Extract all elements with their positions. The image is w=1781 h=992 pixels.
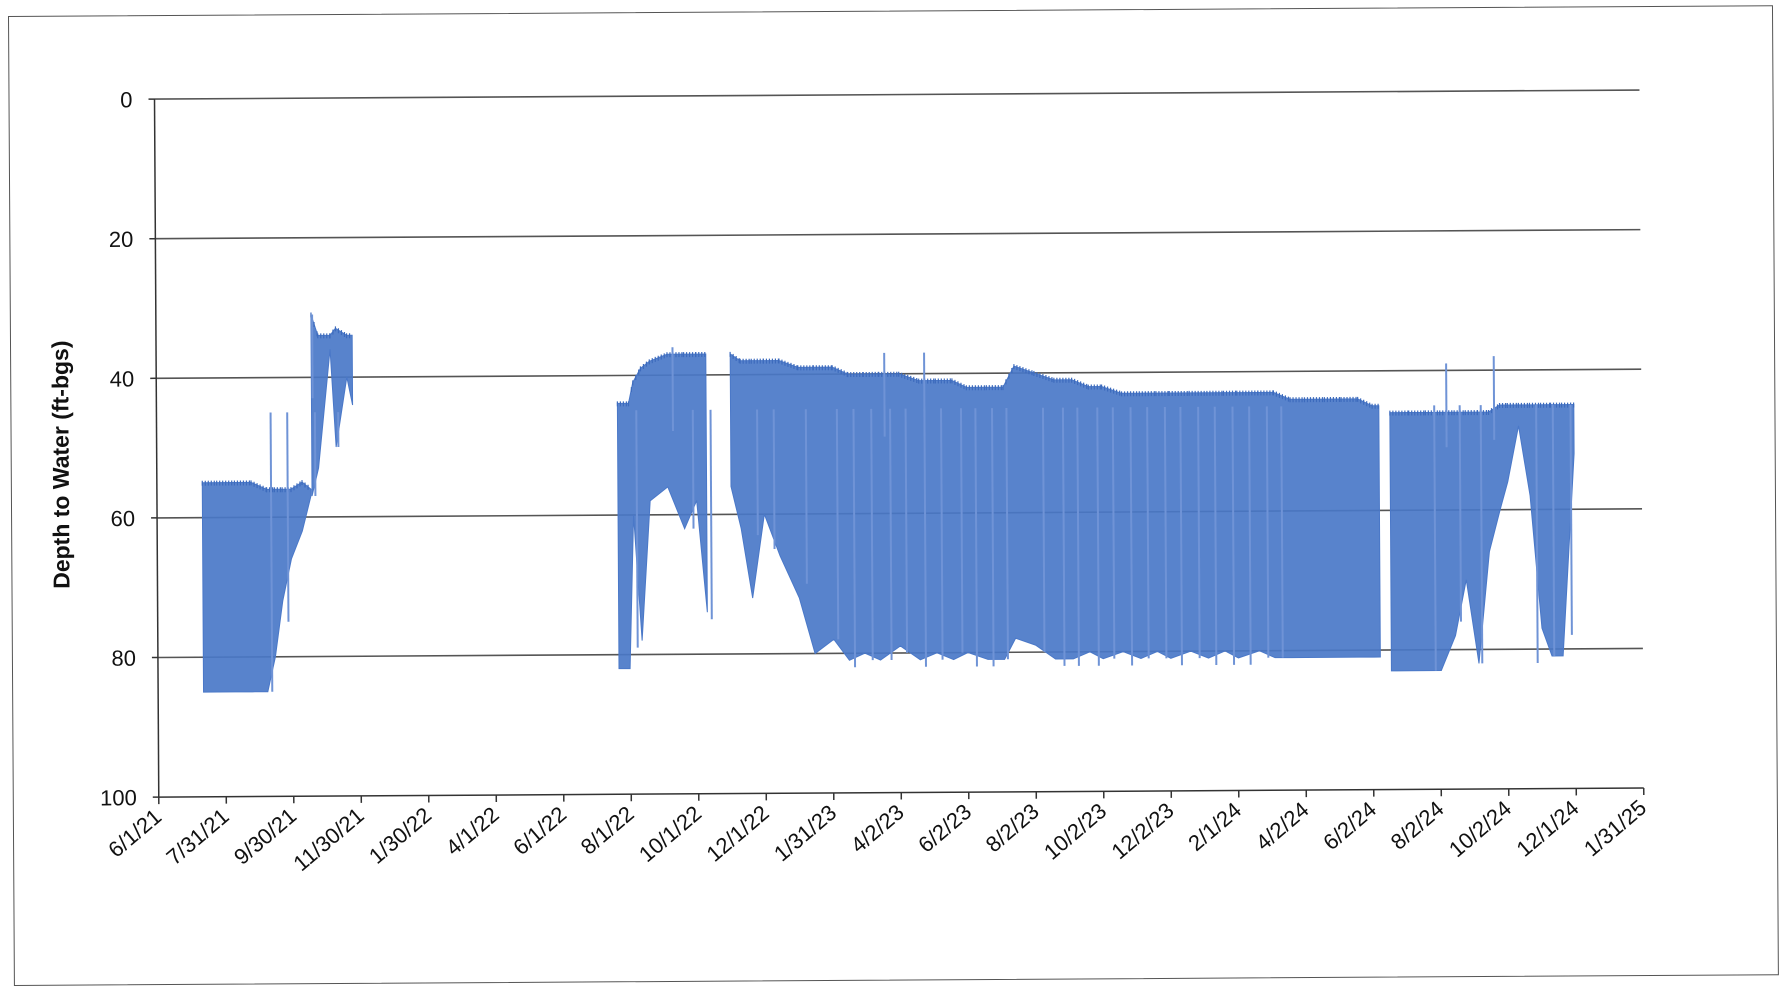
y-tick-label: 60	[111, 506, 136, 531]
x-tick-label: 10/2/23	[1039, 798, 1111, 865]
y-axis-label: Depth to Water (ft-bgs)	[47, 340, 75, 588]
drawdown-spike	[1248, 406, 1252, 665]
x-tick-label: 4/2/23	[846, 799, 909, 858]
recovery-spike	[883, 352, 886, 437]
data-band-2	[310, 314, 354, 497]
drawdown-spike	[1076, 407, 1080, 666]
x-tick-label: 2/1/24	[1183, 797, 1246, 856]
x-tick-label: 6/1/22	[508, 801, 571, 860]
recovery-spike	[311, 314, 314, 399]
data-band-4	[729, 352, 1381, 661]
y-tick-label: 80	[111, 646, 136, 671]
drawdown-spike	[691, 409, 695, 529]
drawdown-spike	[1163, 407, 1168, 659]
drawdown-spike	[1197, 406, 1201, 659]
drawdown-spike	[1551, 404, 1556, 656]
drawdown-spike	[1433, 405, 1437, 671]
x-tick-label: 11/30/21	[288, 803, 368, 876]
recovery-spike	[1492, 356, 1496, 440]
drawdown-spike	[1569, 404, 1573, 635]
drawdown-spike	[991, 408, 995, 667]
drawdown-spike	[756, 409, 759, 536]
x-tick-label: 1/30/22	[364, 802, 436, 869]
drawdown-spike	[1535, 404, 1539, 664]
drawdown-spike	[1213, 406, 1218, 665]
drawdown-spike	[269, 412, 274, 692]
recovery-spike	[1445, 363, 1448, 448]
y-tick-label: 0	[120, 87, 132, 112]
drawdown-spike	[974, 408, 978, 667]
drawdown-spike	[1231, 406, 1236, 665]
x-tick-label: 10/2/24	[1444, 796, 1516, 863]
drawdown-spike	[1458, 405, 1462, 622]
plot-area	[201, 312, 1575, 693]
x-tick-label: 1/31/25	[1579, 795, 1651, 862]
chart-frame: 0 20 40 60 80 100 6/1/21 7/31/21 9/30/21 11/30/21…	[8, 5, 1779, 986]
x-tick-label: 7/31/21	[162, 803, 234, 870]
y-tick-label: 40	[110, 366, 135, 391]
drawdown-spike	[709, 409, 713, 620]
drawdown-spike	[904, 408, 909, 653]
drawdown-spike	[1179, 406, 1183, 666]
x-tick-label: 6/1/21	[103, 804, 166, 863]
gridline	[155, 228, 1641, 240]
chart-svg: 0204060801006/1/217/31/219/30/2111/30/21…	[47, 87, 1651, 876]
drawdown-spike	[959, 408, 964, 653]
drawdown-spike	[286, 412, 290, 622]
x-tick-label: 8/1/22	[576, 801, 639, 860]
drawdown-spike	[1280, 406, 1284, 658]
y-tick-label: 20	[109, 227, 134, 252]
x-tick-label: 8/2/23	[981, 798, 1044, 857]
drawdown-spike	[870, 408, 874, 661]
x-tick-label: 8/2/24	[1386, 796, 1449, 855]
drawdown-spike	[1265, 406, 1270, 658]
x-tick-label: 6/2/24	[1318, 796, 1381, 855]
x-tick-label: 12/2/23	[1106, 798, 1178, 865]
drawdown-spike	[1479, 405, 1484, 664]
drawdown-spike	[804, 409, 808, 584]
data-band-1	[201, 481, 312, 693]
gridline	[154, 89, 1640, 100]
drawdown-spike	[1111, 407, 1116, 659]
x-tick-label: 4/2/24	[1251, 797, 1314, 856]
y-axis-line	[153, 99, 160, 798]
drawdown-spike	[635, 410, 639, 648]
drawdown-spike	[835, 409, 840, 640]
recovery-spike	[923, 352, 926, 437]
drawdown-spike	[852, 408, 857, 668]
drawdown-spike	[940, 408, 944, 660]
drawdown-spike	[1146, 407, 1150, 659]
x-tick-label: 1/31/23	[769, 800, 841, 867]
x-tick-label: 10/1/22	[634, 801, 706, 868]
x-tick-label: 12/1/22	[702, 800, 774, 867]
drawdown-spike	[313, 412, 317, 496]
drawdown-spike	[772, 409, 776, 550]
x-tick-label: 12/1/24	[1511, 795, 1583, 862]
recovery-spike	[671, 347, 674, 431]
drawdown-spike	[1061, 407, 1066, 666]
drawdown-spike	[1005, 408, 1009, 660]
x-tick-label: 6/2/23	[913, 799, 976, 858]
drawdown-spike	[1096, 407, 1100, 666]
drawdown-spike	[1129, 407, 1134, 666]
y-tick-label: 100	[100, 785, 137, 810]
drawdown-spike	[923, 408, 927, 667]
x-tick-label: 4/1/22	[441, 802, 504, 861]
drawdown-spike	[889, 408, 893, 661]
drawdown-spike	[1041, 407, 1046, 653]
